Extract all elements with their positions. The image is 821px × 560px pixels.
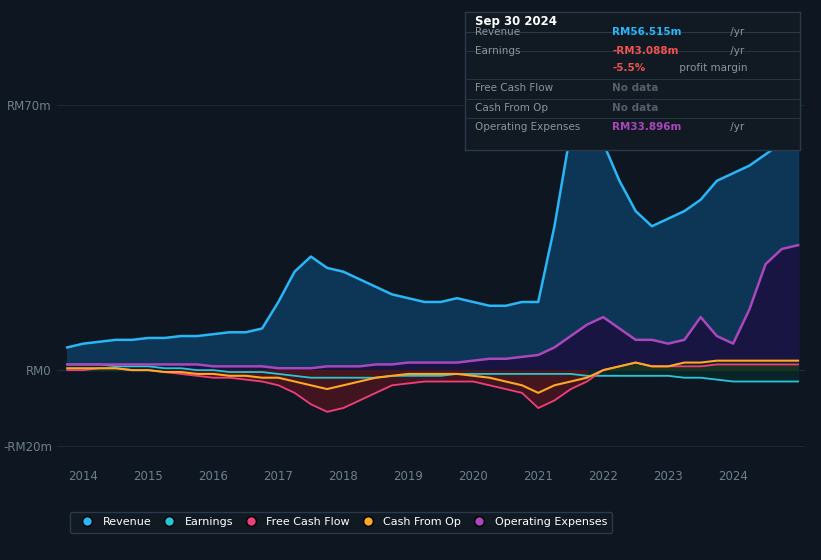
Text: profit margin: profit margin	[676, 63, 748, 73]
Text: Revenue: Revenue	[475, 27, 521, 37]
Text: Earnings: Earnings	[475, 46, 521, 57]
Text: RM33.896m: RM33.896m	[612, 122, 681, 132]
Text: /yr: /yr	[727, 46, 744, 57]
Text: -5.5%: -5.5%	[612, 63, 645, 73]
Text: Sep 30 2024: Sep 30 2024	[475, 15, 557, 29]
Text: Free Cash Flow: Free Cash Flow	[475, 83, 553, 93]
Text: No data: No data	[612, 83, 658, 93]
Text: /yr: /yr	[727, 122, 744, 132]
Text: Operating Expenses: Operating Expenses	[475, 122, 580, 132]
Text: Cash From Op: Cash From Op	[475, 102, 548, 113]
Text: RM56.515m: RM56.515m	[612, 27, 682, 37]
Text: No data: No data	[612, 102, 658, 113]
Text: /yr: /yr	[727, 27, 744, 37]
Legend: Revenue, Earnings, Free Cash Flow, Cash From Op, Operating Expenses: Revenue, Earnings, Free Cash Flow, Cash …	[71, 512, 612, 533]
Text: -RM3.088m: -RM3.088m	[612, 46, 679, 57]
